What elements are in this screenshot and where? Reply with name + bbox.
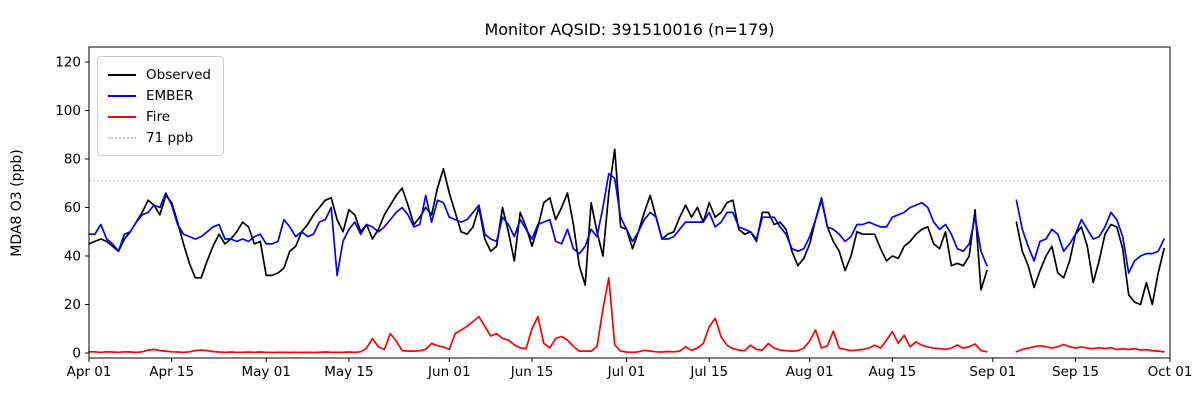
y-axis-label: MDA8 O3 (ppb) <box>9 149 25 257</box>
fire-line <box>88 276 1165 354</box>
y-tick-label: 120 <box>55 55 81 71</box>
y-tick-label: 100 <box>55 103 81 119</box>
x-tick-label: Jun 15 <box>510 364 554 380</box>
legend-row: Fire <box>108 106 211 127</box>
y-tick-label: 0 <box>72 346 81 362</box>
legend-observed-swatch <box>108 73 136 76</box>
legend-row: 71 ppb <box>108 127 211 148</box>
x-tick-label: Sep 01 <box>969 364 1016 380</box>
legend-label: EMBER <box>146 87 194 104</box>
y-tick-label: 20 <box>64 297 81 313</box>
y-tick-label: 40 <box>64 249 81 265</box>
x-tick-label: Jul 01 <box>607 364 646 380</box>
x-tick-label: Jul 15 <box>689 364 728 380</box>
x-tick-label: Aug 15 <box>868 364 916 380</box>
y-tick-label: 80 <box>64 152 81 168</box>
plot-border <box>88 46 1171 359</box>
x-tick-label: Sep 15 <box>1052 364 1099 380</box>
x-tick-label: May 01 <box>242 364 291 380</box>
legend-label: Fire <box>146 108 171 125</box>
legend-71-ppb-swatch <box>108 136 136 139</box>
observed-line <box>88 148 1165 306</box>
legend-label: 71 ppb <box>146 129 194 146</box>
x-tick-label: Jun 01 <box>427 364 471 380</box>
legend-row: Observed <box>108 64 211 85</box>
legend-label: Observed <box>146 66 211 83</box>
legend-ember-swatch <box>108 94 136 97</box>
x-tick-label: May 15 <box>324 364 373 380</box>
legend: Observed EMBER Fire 71 ppb <box>97 56 224 156</box>
x-tick-label: Apr 01 <box>67 364 112 380</box>
legend-row: EMBER <box>108 85 211 106</box>
x-tick-label: Apr 15 <box>149 364 194 380</box>
y-tick-label: 60 <box>64 200 81 216</box>
x-tick-label: Aug 01 <box>786 364 834 380</box>
x-tick-label: Oct 01 <box>1148 364 1193 380</box>
chart-title: Monitor AQSID: 391510016 (n=179) <box>484 20 775 39</box>
ember-line <box>88 172 1165 277</box>
legend-fire-swatch <box>108 115 136 118</box>
